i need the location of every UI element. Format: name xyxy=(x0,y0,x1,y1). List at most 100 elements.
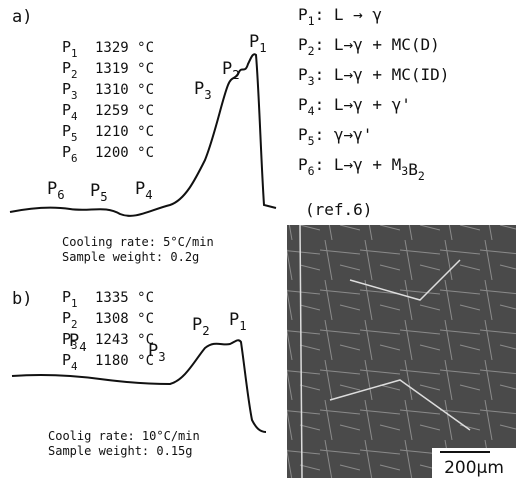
peak-temperature: 1180 °C xyxy=(95,353,154,369)
symbol: P xyxy=(229,310,239,330)
text: : γ→γ' xyxy=(315,125,373,144)
symbol: P xyxy=(62,330,71,348)
peak-label: P5 xyxy=(90,181,108,204)
reaction: P4: L→γ + γ' xyxy=(298,95,411,118)
peak-name: P6 xyxy=(62,143,78,165)
subscript: 5 xyxy=(71,131,78,144)
subscript: 3 xyxy=(71,89,78,102)
peak-label: P3 xyxy=(194,79,212,102)
symbol: P xyxy=(62,143,71,161)
symbol: P xyxy=(298,5,308,24)
subscript: 3 xyxy=(71,339,78,352)
subscript: 2 xyxy=(71,318,78,331)
scale-bar-label: 200μm xyxy=(444,458,504,478)
text: : L→γ + MC(D) xyxy=(315,35,440,54)
reaction: P2: L→γ + MC(D) xyxy=(298,35,440,58)
peak-temperature: 1319 °C xyxy=(95,61,154,77)
symbol: P xyxy=(298,65,308,84)
subscript: 5 xyxy=(308,134,315,148)
peak-temperature: 1335 °C xyxy=(95,290,154,306)
subscript: 1 xyxy=(71,297,78,310)
panel-label: a) xyxy=(12,7,32,27)
subscript: 2 xyxy=(308,44,315,58)
subscript: 1 xyxy=(308,14,315,28)
symbol: P xyxy=(62,59,71,77)
peak-label: P3 xyxy=(148,341,166,364)
symbol: P xyxy=(62,38,71,56)
peak-temperature: 1310 °C xyxy=(95,82,154,98)
subscript: 2 xyxy=(418,169,425,183)
micrograph xyxy=(287,225,516,478)
subscript: 1 xyxy=(239,319,246,333)
peak-name: P1 xyxy=(62,288,78,310)
peak-name: P3 xyxy=(62,80,78,102)
text: B xyxy=(408,160,418,179)
symbol: P xyxy=(192,315,202,335)
reaction: P3: L→γ + MC(ID) xyxy=(298,65,449,88)
subscript: 2 xyxy=(202,324,209,338)
condition: Coolig rate: 10°C/min xyxy=(48,429,200,443)
peak-label: P1 xyxy=(249,32,267,55)
reaction: P1: L → γ xyxy=(298,5,382,28)
subscript: 1 xyxy=(71,47,78,60)
peak-name: P5 xyxy=(62,122,78,144)
micrograph-feature xyxy=(299,224,471,478)
symbol: P xyxy=(62,309,71,327)
peak-name: P1 xyxy=(62,38,78,60)
subscript: 1 xyxy=(259,41,266,55)
subscript: 4 xyxy=(145,188,152,202)
reaction: P6: L→γ + M3B2 xyxy=(298,155,425,183)
text: : L→γ + M xyxy=(315,155,402,174)
peak-temperature: 1200 °C xyxy=(95,145,154,161)
symbol: P xyxy=(222,59,232,79)
symbol: P xyxy=(194,79,204,99)
peak-temperature: 1210 °C xyxy=(95,124,154,140)
peak-name: P2 xyxy=(62,309,78,331)
peak-temperature: 1243 °C xyxy=(95,332,154,348)
subscript: 3 xyxy=(158,350,165,364)
panel-label: b) xyxy=(12,289,32,309)
subscript: 4 xyxy=(71,110,78,123)
peak-label: P4 xyxy=(135,179,153,202)
peak-label: P6 xyxy=(47,179,65,202)
subscript: 6 xyxy=(308,164,315,178)
subscript: 3 xyxy=(204,88,211,102)
subscript: 2 xyxy=(232,68,239,82)
symbol: P xyxy=(90,181,100,201)
peak-name: P4 xyxy=(62,351,78,373)
subscript: 5 xyxy=(100,190,107,204)
dta-curve-a xyxy=(9,53,277,217)
peak-temperature: 1329 °C xyxy=(95,40,154,56)
text: : L→γ + γ' xyxy=(315,95,411,114)
subscript: 6 xyxy=(71,152,78,165)
subscript: 4 xyxy=(308,104,315,118)
subscript: 4 xyxy=(71,360,78,373)
symbol: P xyxy=(62,80,71,98)
peak-label: P1 xyxy=(229,310,247,333)
symbol: P xyxy=(62,351,71,369)
symbol: P xyxy=(62,288,71,306)
condition: Sample weight: 0.15g xyxy=(48,444,193,458)
peak-label: P4 xyxy=(69,331,87,354)
reaction: P5: γ→γ' xyxy=(298,125,372,148)
peak-label: P2 xyxy=(192,315,210,338)
subscript: 2 xyxy=(71,68,78,81)
symbol: P xyxy=(249,32,259,52)
subscript: 6 xyxy=(57,188,64,202)
symbol: P xyxy=(69,331,79,351)
symbol: P xyxy=(135,179,145,199)
subscript: 3 xyxy=(401,164,408,178)
peak-name: P3 xyxy=(62,330,78,352)
peak-name: P4 xyxy=(62,101,78,123)
symbol: P xyxy=(298,95,308,114)
subscript: 4 xyxy=(79,340,86,354)
condition: Sample weight: 0.2g xyxy=(62,250,199,264)
symbol: P xyxy=(62,101,71,119)
peak-name: P2 xyxy=(62,59,78,81)
text: : L→γ + MC(ID) xyxy=(315,65,450,84)
symbol: P xyxy=(298,35,308,54)
symbol: P xyxy=(148,341,158,361)
text: : L → γ xyxy=(315,5,382,24)
symbol: P xyxy=(298,155,308,174)
